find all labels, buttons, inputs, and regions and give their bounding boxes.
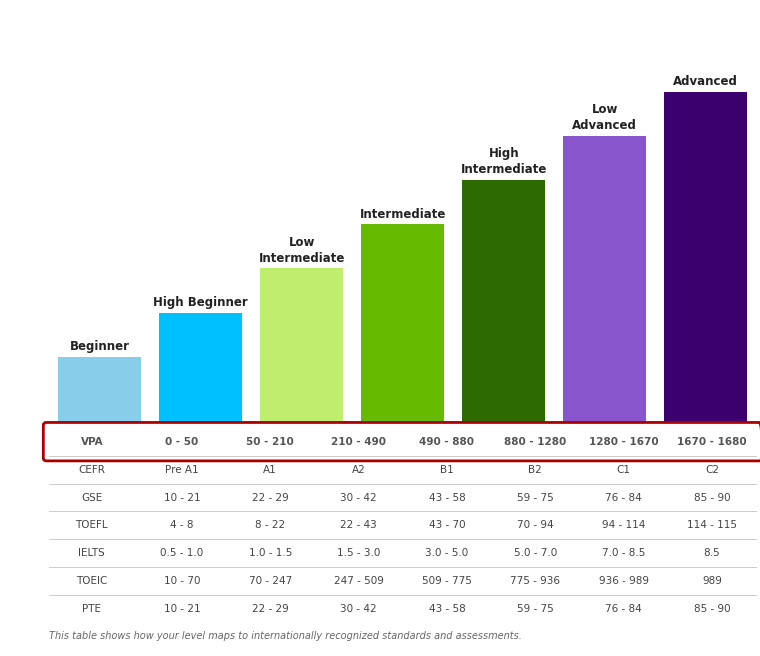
Text: A2: A2	[352, 464, 366, 474]
Text: 10 - 70: 10 - 70	[163, 577, 200, 586]
Text: GSE: GSE	[81, 493, 103, 502]
Text: High Beginner: High Beginner	[154, 296, 249, 309]
Text: 3.0 - 5.0: 3.0 - 5.0	[426, 548, 469, 558]
Text: 70 - 247: 70 - 247	[249, 577, 292, 586]
Bar	[261, 268, 344, 423]
Text: 22 - 29: 22 - 29	[252, 493, 289, 502]
Text: A1: A1	[264, 464, 277, 474]
Text: TOEIC: TOEIC	[76, 577, 107, 586]
Text: Advanced: Advanced	[673, 75, 738, 88]
Text: 490 - 880: 490 - 880	[420, 437, 474, 447]
Text: 85 - 90: 85 - 90	[694, 604, 730, 614]
Text: 85 - 90: 85 - 90	[694, 493, 730, 502]
Text: TOEFL: TOEFL	[75, 520, 108, 531]
Text: 1670 - 1680: 1670 - 1680	[677, 437, 747, 447]
Text: 880 - 1280: 880 - 1280	[504, 437, 566, 447]
Text: 10 - 21: 10 - 21	[163, 493, 200, 502]
Bar	[664, 92, 747, 423]
Text: PTE: PTE	[82, 604, 101, 614]
Text: 0 - 50: 0 - 50	[166, 437, 198, 447]
Bar	[462, 180, 545, 423]
Text: Beginner: Beginner	[70, 340, 130, 354]
Text: 8 - 22: 8 - 22	[255, 520, 285, 531]
Text: 59 - 75: 59 - 75	[517, 604, 554, 614]
Text: 30 - 42: 30 - 42	[340, 604, 377, 614]
Text: 1280 - 1670: 1280 - 1670	[589, 437, 658, 447]
Text: 22 - 43: 22 - 43	[340, 520, 377, 531]
Bar	[160, 313, 242, 423]
Text: High
Intermediate: High Intermediate	[461, 148, 547, 176]
Text: 70 - 94: 70 - 94	[517, 520, 553, 531]
Text: 43 - 58: 43 - 58	[429, 493, 465, 502]
Text: 7.0 - 8.5: 7.0 - 8.5	[602, 548, 645, 558]
Text: 247 - 509: 247 - 509	[334, 577, 384, 586]
Text: 114 - 115: 114 - 115	[687, 520, 737, 531]
Text: 1.0 - 1.5: 1.0 - 1.5	[249, 548, 292, 558]
Text: 30 - 42: 30 - 42	[340, 493, 377, 502]
Text: 10 - 21: 10 - 21	[163, 604, 200, 614]
Text: 509 - 775: 509 - 775	[422, 577, 472, 586]
Bar	[362, 224, 444, 423]
Text: 4 - 8: 4 - 8	[170, 520, 194, 531]
Text: 0.5 - 1.0: 0.5 - 1.0	[160, 548, 204, 558]
Text: C2: C2	[705, 464, 719, 474]
Text: 8.5: 8.5	[704, 548, 720, 558]
Text: 76 - 84: 76 - 84	[605, 604, 642, 614]
Text: B2: B2	[528, 464, 542, 474]
Text: Intermediate: Intermediate	[359, 208, 446, 220]
Text: 50 - 210: 50 - 210	[246, 437, 294, 447]
Text: Low
Intermediate: Low Intermediate	[258, 236, 345, 265]
Text: 43 - 70: 43 - 70	[429, 520, 465, 531]
Text: 94 - 114: 94 - 114	[602, 520, 645, 531]
Text: IELTS: IELTS	[78, 548, 105, 558]
Text: 210 - 490: 210 - 490	[331, 437, 386, 447]
Text: 1.5 - 3.0: 1.5 - 3.0	[337, 548, 380, 558]
Bar	[563, 136, 646, 423]
Text: 43 - 58: 43 - 58	[429, 604, 465, 614]
Text: VPA: VPA	[81, 437, 103, 447]
Text: This table shows how your level maps to internationally recognized standards and: This table shows how your level maps to …	[49, 631, 522, 641]
Text: CEFR: CEFR	[78, 464, 105, 474]
Text: 989: 989	[702, 577, 722, 586]
Text: B1: B1	[440, 464, 454, 474]
Text: Pre A1: Pre A1	[165, 464, 198, 474]
Text: 59 - 75: 59 - 75	[517, 493, 554, 502]
Text: 76 - 84: 76 - 84	[605, 493, 642, 502]
Text: Low
Advanced: Low Advanced	[572, 103, 637, 133]
Text: 775 - 936: 775 - 936	[510, 577, 560, 586]
Text: 936 - 989: 936 - 989	[599, 577, 649, 586]
Bar	[59, 357, 141, 423]
Text: 5.0 - 7.0: 5.0 - 7.0	[514, 548, 557, 558]
Text: C1: C1	[616, 464, 631, 474]
Text: 22 - 29: 22 - 29	[252, 604, 289, 614]
